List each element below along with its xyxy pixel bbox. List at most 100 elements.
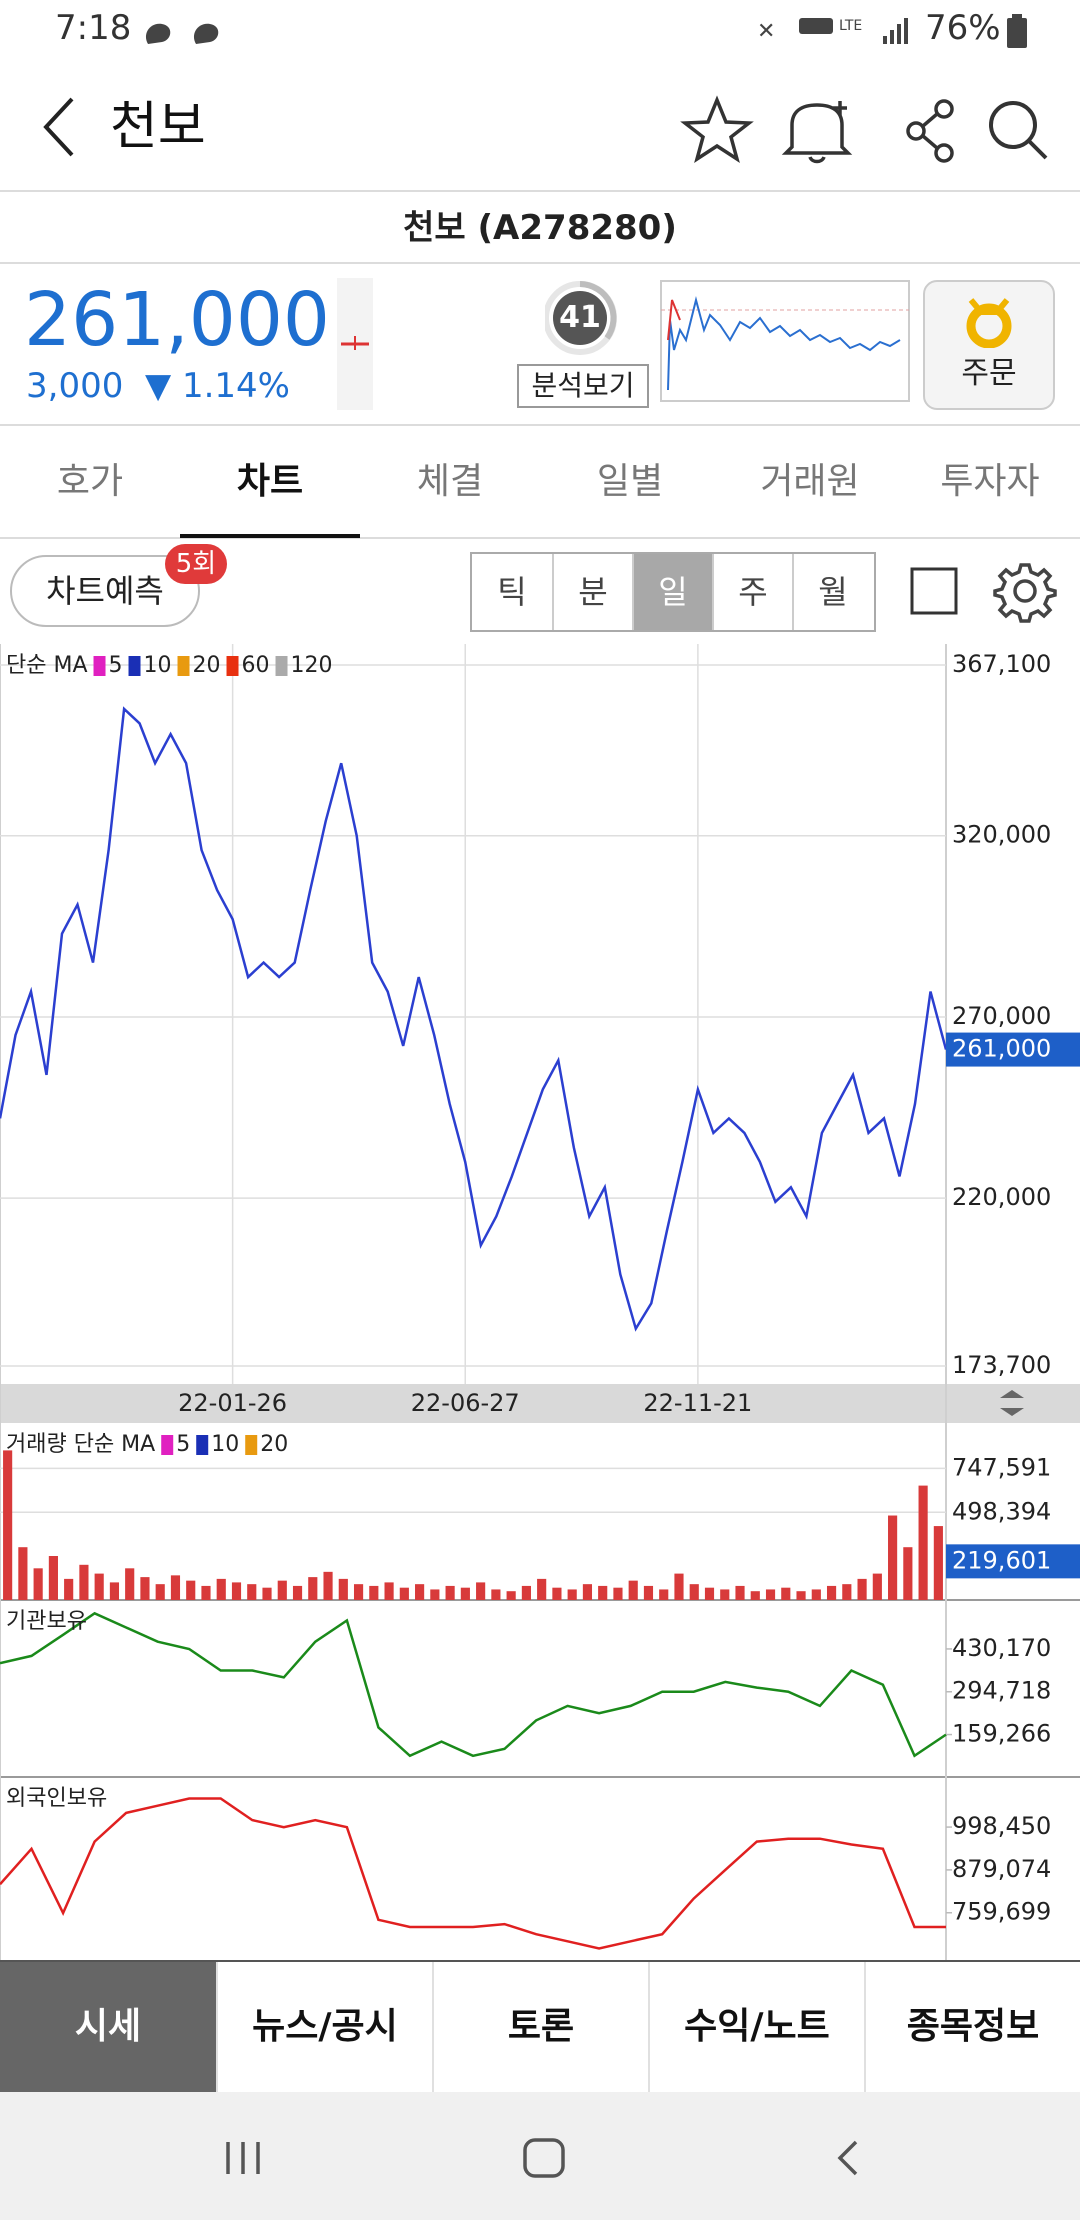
volume-bar	[842, 1584, 852, 1600]
y-tick-label: 270,000	[952, 1002, 1051, 1030]
volume-bar	[33, 1568, 43, 1600]
divider	[0, 424, 1080, 426]
volume-bar	[826, 1585, 837, 1600]
volume-bar	[186, 1580, 196, 1600]
order-icon	[966, 298, 1012, 348]
period-selector: 틱 분 일 주 월	[470, 552, 876, 632]
volume-bar	[430, 1589, 440, 1600]
y-tick-label: 320,000	[952, 821, 1051, 849]
divider	[0, 1960, 1080, 1962]
settings-button[interactable]	[993, 563, 1057, 623]
order-button[interactable]: 주문	[923, 280, 1055, 410]
volume-bar	[94, 1573, 104, 1600]
volume-bar	[811, 1589, 821, 1600]
volume-bar	[216, 1578, 226, 1600]
period-button[interactable]: 분	[552, 554, 632, 630]
period-button-active[interactable]: 일	[632, 554, 712, 630]
legend-label: 20	[193, 653, 221, 678]
legend-swatch	[275, 656, 288, 676]
legend-swatch	[196, 1435, 209, 1455]
period-button[interactable]: 월	[792, 554, 872, 630]
bottom-tab[interactable]: 토론	[432, 1962, 648, 2092]
y-tick-label: 173,700	[952, 1351, 1051, 1379]
back-button[interactable]	[40, 95, 80, 159]
status-time: 7:18	[55, 8, 132, 48]
price-change: 3,000	[26, 366, 124, 406]
period-button[interactable]: 주	[712, 554, 792, 630]
tab[interactable]: 일별	[596, 461, 664, 502]
tab[interactable]: 거래원	[760, 461, 860, 502]
order-label: 주문	[961, 356, 1017, 391]
volume-bar	[3, 1450, 13, 1600]
volume-bar	[643, 1585, 654, 1600]
volume-bar	[582, 1584, 593, 1600]
battery-icon	[1007, 14, 1027, 48]
search-button[interactable]	[989, 101, 1048, 160]
volume-bar	[704, 1587, 715, 1600]
legend-label: 10	[144, 653, 172, 678]
period-button[interactable]: 틱	[497, 573, 527, 611]
legend-title: 단순 MA	[6, 653, 88, 678]
svg-text:✕: ✕	[757, 19, 775, 44]
volume-bar	[918, 1485, 928, 1600]
analysis-button[interactable]: 분석보기	[517, 364, 649, 408]
current-value-tag	[946, 1544, 1080, 1579]
home-button[interactable]	[523, 2138, 565, 2178]
share-button[interactable]	[906, 99, 954, 163]
legend-label: 5	[176, 1432, 190, 1457]
volume-bar	[552, 1587, 562, 1600]
legend-swatch	[128, 656, 141, 676]
legend-swatch	[161, 1435, 174, 1455]
volume-bar	[903, 1547, 913, 1600]
volume-bar	[125, 1568, 135, 1600]
chart-predict-button[interactable]: 차트예측	[10, 555, 200, 627]
volume-bar	[750, 1591, 760, 1600]
status-battery: 76%	[925, 8, 1001, 48]
volume-bar	[491, 1589, 501, 1600]
volume-bar	[613, 1587, 623, 1600]
legend-title: 기관보유	[6, 1609, 87, 1634]
bottom-tab[interactable]: 종목정보	[864, 1962, 1080, 2092]
volume-bar	[628, 1580, 638, 1600]
y-tick-label: 879,074	[952, 1855, 1051, 1883]
tab[interactable]: 호가	[56, 461, 124, 502]
back-nav-button[interactable]	[837, 2140, 858, 2176]
fullscreen-button[interactable]	[910, 567, 958, 615]
volume-bar	[399, 1587, 409, 1600]
alarm-button[interactable]	[781, 101, 853, 164]
price-change-rate: ▼ 1.14%	[145, 366, 290, 406]
bottom-tab-active[interactable]: 시세	[0, 1962, 216, 2092]
volume-bar	[369, 1585, 379, 1600]
volume-bar	[353, 1584, 364, 1600]
volume-bar	[476, 1582, 486, 1600]
legend-label: 10	[211, 1432, 239, 1457]
volume-bar	[659, 1589, 669, 1600]
recent-apps-button[interactable]	[226, 2142, 260, 2174]
volume-bar	[262, 1587, 272, 1600]
scroll-handle	[1000, 1390, 1024, 1416]
tab[interactable]: 체결	[416, 461, 484, 502]
current-price: 261,000	[24, 277, 331, 363]
volume-bar	[781, 1587, 791, 1600]
volume-bar	[537, 1578, 547, 1600]
tab[interactable]: 투자자	[940, 461, 1040, 502]
bottom-tab[interactable]: 뉴스/공시	[216, 1962, 432, 2092]
legend-swatch	[177, 656, 190, 676]
legend-label: 20	[260, 1432, 288, 1457]
tab-active[interactable]: 차트	[236, 461, 304, 502]
favorite-button[interactable]	[680, 95, 754, 163]
volume-bar	[79, 1564, 89, 1600]
y-tick-label: 430,170	[952, 1634, 1051, 1662]
status-icons	[145, 23, 219, 44]
volume-bar	[933, 1526, 943, 1600]
legend-label: 120	[291, 653, 333, 678]
volume-bar	[689, 1584, 699, 1600]
bottom-tab[interactable]: 수익/노트	[648, 1962, 864, 2092]
mini-chart	[660, 280, 910, 402]
volume-bar	[308, 1577, 318, 1600]
legend-swatch	[245, 1435, 258, 1455]
volume-bar	[18, 1547, 28, 1600]
x-tick-label: 22-01-26	[178, 1389, 287, 1417]
divider	[0, 262, 1080, 264]
x-tick-label: 22-06-27	[411, 1389, 520, 1417]
